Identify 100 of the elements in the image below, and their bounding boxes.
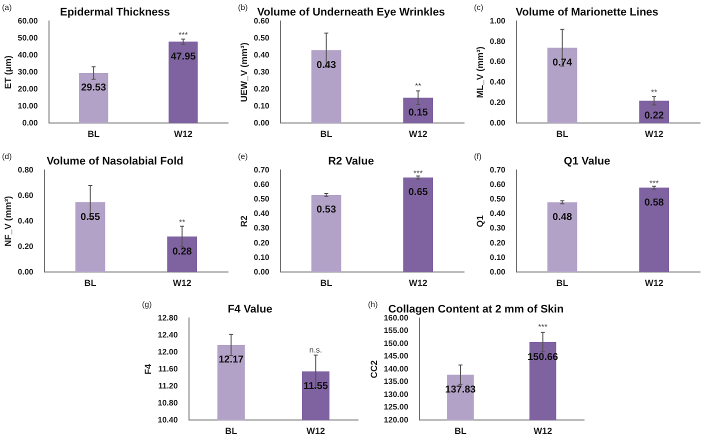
y-tick-label: 0.60 [254,16,270,26]
y-tick-label: 0.30 [254,67,270,76]
y-tick-label: 0.60 [18,190,34,200]
y-tick-label: 0.10 [254,101,270,110]
x-tick-label: W12 [408,278,428,288]
chart-title: Q1 Value [564,156,610,168]
data-label: 0.22 [644,110,664,122]
y-tick-label: 130.00 [384,390,409,399]
y-tick-label: 1.00 [490,16,506,26]
y-tick-label: 0.70 [490,165,506,174]
x-tick-label: BL [556,129,569,140]
y-tick-label: 12.40 [158,330,178,340]
text: (f) [474,152,482,162]
data-label: 12.17 [218,354,244,366]
annotation: *** [178,30,188,40]
y-tick-label: 0.20 [490,238,506,248]
data-label: 11.55 [303,381,328,392]
x-tick-label: BL [88,129,100,140]
chart-title: Collagen Content at 2 mm of Skin [388,304,564,316]
y-axis-title: Q1 [474,215,485,228]
data-label: 0.28 [172,246,192,258]
y-tick-label: 0.60 [254,180,270,189]
y-tick-label: 0.60 [490,57,506,66]
text: (a) [2,3,12,12]
x-tick-label: BL [225,426,238,436]
y-tick-label: 160.00 [384,313,409,322]
y-tick-label: 150.00 [384,338,409,348]
y-tick-label: 0.50 [490,194,506,204]
y-tick-label: 0.50 [254,194,270,204]
annotation: ** [650,88,658,97]
text: (d) [2,152,12,162]
y-tick-label: 0.00 [490,267,506,276]
y-axis-title: R2 [238,215,249,227]
data-label: 0.65 [408,187,428,198]
x-tick-label: W12 [534,426,552,436]
y-tick-label: 10.40 [158,415,178,424]
y-tick-label: 0.10 [490,252,506,262]
y-tick-label: 11.20 [158,381,178,390]
y-tick-label: 0.40 [18,216,34,226]
y-tick-label: 12.80 [158,313,178,322]
x-tick-label: BL [556,278,569,288]
data-label: 0.53 [316,204,336,216]
y-tick-label: 125.00 [384,402,409,412]
y-tick-label: 135.00 [384,377,409,386]
y-tick-label: 0.50 [254,33,270,42]
x-tick-label: W12 [172,278,192,288]
y-tick-label: 0.70 [254,165,270,174]
text: (c) [474,3,484,12]
y-tick-label: 0.20 [18,242,34,251]
y-tick-label: 40.00 [18,50,38,60]
y-tick-label: 0.60 [490,180,506,189]
y-axis-title: ML_V (mm³) [474,46,485,98]
text: (b) [238,3,248,12]
y-tick-label: 10.00 [18,101,38,110]
y-axis-title: CC2 [368,360,379,378]
x-tick-label: W12 [408,129,428,140]
chart-title: Epidermal Thickness [60,6,170,19]
y-tick-label: 0.30 [490,224,506,233]
annotation: *** [538,322,548,332]
y-tick-label: 0.00 [254,118,270,128]
text: (h) [368,300,378,310]
chart-title: R2 Value [328,156,374,168]
y-axis-title: UEW_V (mm³) [238,42,249,102]
annotation: *** [413,168,423,178]
text: (g) [142,300,152,310]
y-tick-label: 0.80 [490,36,506,46]
y-tick-label: 0.20 [490,98,506,108]
x-tick-label: W12 [306,426,325,436]
x-tick-label: W12 [644,129,664,140]
data-label: 29.53 [81,82,107,94]
y-tick-label: 0.00 [18,267,34,276]
x-tick-label: W12 [174,129,192,140]
y-tick-label: 12.00 [158,347,178,356]
y-tick-label: 0.80 [18,165,34,174]
y-tick-label: 0.40 [490,78,506,87]
annotation: ** [414,82,422,91]
data-label: 0.58 [644,197,664,208]
data-label: 0.43 [316,60,336,71]
x-tick-label: W12 [644,278,664,288]
y-axis-title: F4 [142,364,153,374]
y-tick-label: 0.00 [490,118,506,128]
y-tick-label: 0.30 [254,224,270,233]
annotation: ** [178,218,186,227]
y-tick-label: 0.40 [254,50,270,60]
chart-title: Volume of Marionette Lines [516,6,658,19]
y-tick-label: 20.00 [18,84,38,94]
y-tick-label: 0.40 [490,209,506,218]
x-tick-label: BL [454,426,467,436]
data-label: 137.83 [445,384,476,396]
annotation: *** [649,178,659,188]
y-tick-label: 10.80 [158,398,178,408]
y-tick-label: 50.00 [18,33,38,42]
text: (e) [238,152,248,162]
chart-title: Volume of Nasolabial Fold [46,156,184,168]
y-tick-label: 0.40 [254,209,270,218]
chart-title: Volume of Underneath Eye Wrinkles [257,6,445,19]
y-tick-label: 140.00 [384,364,409,374]
y-tick-label: 11.60 [158,364,178,374]
data-label: 47.95 [170,51,196,62]
y-axis-title: ET (μm) [2,55,13,89]
